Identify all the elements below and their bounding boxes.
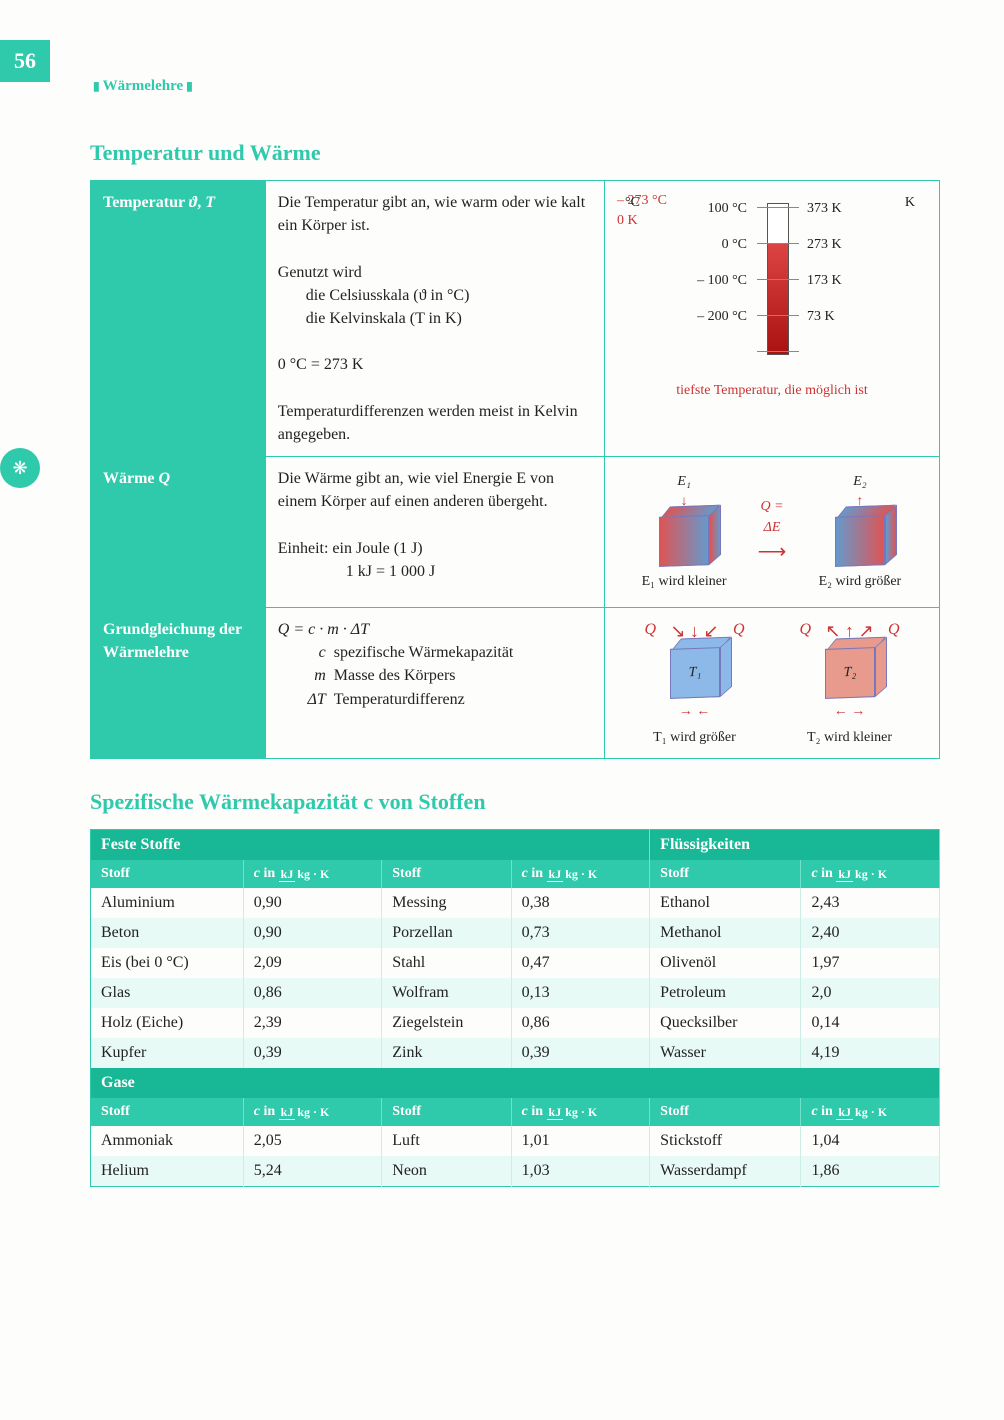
table-cell: Glas <box>91 978 244 1008</box>
table-cell: 2,43 <box>801 888 940 918</box>
text: die Kelvinskala (T in K) <box>278 307 592 330</box>
heat-transfer-figure: E₁ ↓ E₁ wird kleiner Q = ΔE ⟶ E₂ ↑ E₂ wi… <box>605 457 940 608</box>
definition-table: Temperatur ϑ, T Die Temperatur gibt an, … <box>90 180 940 759</box>
def-desc-waerme: Die Wärme gibt an, wie viel Energie E vo… <box>265 457 604 608</box>
caption: T₁ wird größer <box>625 728 765 748</box>
def-label-waerme: Wärme Q <box>91 457 266 608</box>
section-title-1: Temperatur und Wärme <box>90 140 940 166</box>
table-cell: Luft <box>382 1126 511 1156</box>
heat-capacity-table: Feste StoffeFlüssigkeitenStoffc in kJkg … <box>90 829 940 1187</box>
table-cell: Eis (bei 0 °C) <box>91 948 244 978</box>
text: Die Temperatur gibt an, wie warm oder wi… <box>278 191 592 237</box>
symbol: ΔT <box>298 688 334 711</box>
heat-in-out-figure: Q Q ↘ ↓ ↙ T₁ → ← T₁ wird größer Q Q ↖ ↑ … <box>605 608 940 759</box>
table-cell: 5,24 <box>243 1156 382 1187</box>
table-cell: 1,97 <box>801 948 940 978</box>
table-cell: Messing <box>382 888 511 918</box>
table-cell: 0,73 <box>511 918 650 948</box>
table-cell: 2,39 <box>243 1008 382 1038</box>
label: Q <box>645 618 657 641</box>
caption: E₂ wird größer <box>793 572 927 592</box>
table-cell: 0,86 <box>511 1008 650 1038</box>
caption: E₁ wird kleiner <box>617 572 751 592</box>
text: Die Wärme gibt an, wie viel Energie E vo… <box>278 467 592 513</box>
table-cell: Wolfram <box>382 978 511 1008</box>
label: Q <box>888 618 900 641</box>
table-cell: 0,39 <box>243 1038 382 1068</box>
symbol: c <box>298 641 334 664</box>
chapter-label: Wärmelehre <box>90 78 196 95</box>
table-cell: Stickstoff <box>650 1126 801 1156</box>
table-cell: 0,47 <box>511 948 650 978</box>
table-cell: 0,13 <box>511 978 650 1008</box>
section-title-2: Spezifische Wärmekapazität c von Stoffen <box>90 789 940 815</box>
side-icon: ❋ <box>0 448 40 488</box>
caption: T₂ wird kleiner <box>780 728 920 748</box>
text: Einheit: ein Joule (1 J) <box>278 537 592 560</box>
text: Masse des Körpers <box>334 664 456 687</box>
table-cell: 0,90 <box>243 918 382 948</box>
def-desc-temperatur: Die Temperatur gibt an, wie warm oder wi… <box>265 181 604 457</box>
table-cell: Petroleum <box>650 978 801 1008</box>
table-cell: Helium <box>91 1156 244 1187</box>
label: Q <box>800 618 812 641</box>
page-content: Temperatur und Wärme Temperatur ϑ, T Die… <box>90 140 940 1187</box>
table-cell: Methanol <box>650 918 801 948</box>
text: spezifische Wärmekapazität <box>334 641 514 664</box>
table-cell: Ziegelstein <box>382 1008 511 1038</box>
table-cell: Ethanol <box>650 888 801 918</box>
label: E₁ <box>617 472 751 492</box>
page-number: 56 <box>0 40 50 82</box>
table-cell: 2,0 <box>801 978 940 1008</box>
table-cell: 0,14 <box>801 1008 940 1038</box>
text: Genutzt wird <box>278 261 592 284</box>
table-cell: Ammoniak <box>91 1126 244 1156</box>
arrow-icon: ⟶ <box>751 538 793 567</box>
table-cell: Wasserdampf <box>650 1156 801 1187</box>
table-cell: Holz (Eiche) <box>91 1008 244 1038</box>
equation: Q = c · m · ΔT <box>278 618 592 641</box>
table-cell: Wasser <box>650 1038 801 1068</box>
table-cell: Olivenöl <box>650 948 801 978</box>
text: 0 °C = 273 K <box>278 353 592 376</box>
label: Q <box>733 618 745 641</box>
table-cell: 1,04 <box>801 1126 940 1156</box>
table-cell: Stahl <box>382 948 511 978</box>
table-cell: Zink <box>382 1038 511 1068</box>
table-cell: Aluminium <box>91 888 244 918</box>
label: Q = ΔE <box>751 497 793 538</box>
table-cell: Beton <box>91 918 244 948</box>
table-cell: Neon <box>382 1156 511 1187</box>
table-cell: 1,01 <box>511 1126 650 1156</box>
table-cell: 0,38 <box>511 888 650 918</box>
table-cell: 2,05 <box>243 1126 382 1156</box>
table-cell: 1,86 <box>801 1156 940 1187</box>
label: E₂ <box>793 472 927 492</box>
text: die Celsiusskala (ϑ in °C) <box>278 284 592 307</box>
def-label-grundgleichung: Grundgleichung der Wärmelehre <box>91 608 266 759</box>
def-label-temperatur: Temperatur ϑ, T <box>91 181 266 457</box>
table-cell: 0,90 <box>243 888 382 918</box>
symbol: m <box>298 664 334 687</box>
text: Temperaturdifferenzen werden meist in Ke… <box>278 400 592 446</box>
table-cell: 4,19 <box>801 1038 940 1068</box>
table-cell: 1,03 <box>511 1156 650 1187</box>
table-cell: Porzellan <box>382 918 511 948</box>
text: 1 kJ = 1 000 J <box>278 560 592 583</box>
table-cell: Kupfer <box>91 1038 244 1068</box>
table-cell: 2,09 <box>243 948 382 978</box>
table-cell: 2,40 <box>801 918 940 948</box>
text: Temperaturdifferenz <box>334 688 465 711</box>
table-cell: 0,39 <box>511 1038 650 1068</box>
table-cell: Quecksilber <box>650 1008 801 1038</box>
def-desc-grundgleichung: Q = c · m · ΔT cspezifische Wärmekapazit… <box>265 608 604 759</box>
thermometer-figure: °C K 100 °C 373 K 0 °C 273 K – 100 °C 17… <box>605 181 940 457</box>
table-cell: 0,86 <box>243 978 382 1008</box>
